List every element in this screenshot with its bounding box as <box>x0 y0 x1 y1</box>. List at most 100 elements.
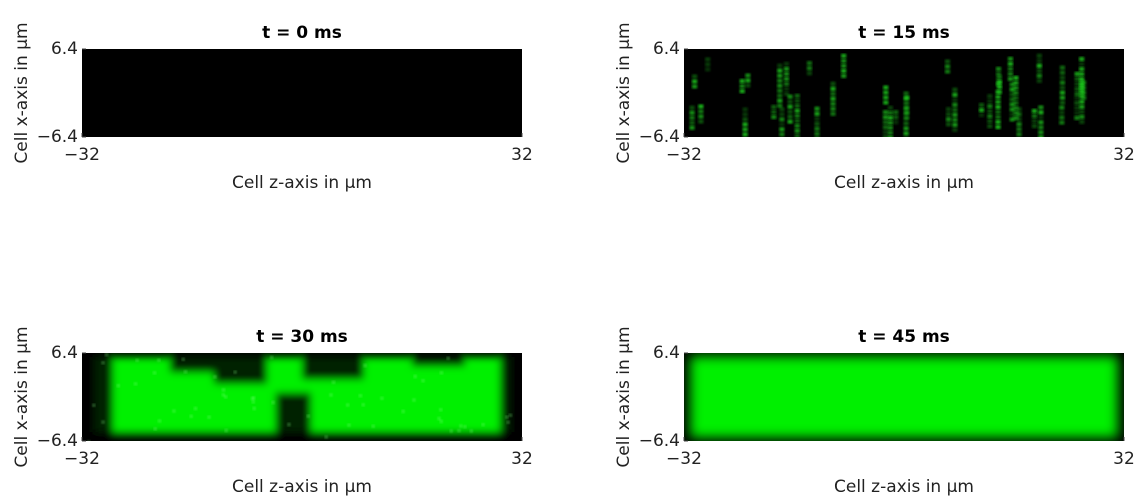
texture <box>457 429 461 433</box>
texture <box>1007 71 1013 76</box>
x-tick-label: 32 <box>511 449 533 469</box>
texture <box>287 423 291 427</box>
texture <box>1074 105 1080 110</box>
texture <box>830 111 836 116</box>
texture <box>1031 119 1037 124</box>
texture <box>783 71 789 76</box>
texture <box>806 71 812 76</box>
texture <box>101 361 105 365</box>
texture <box>1079 119 1085 124</box>
texture <box>882 125 888 130</box>
texture <box>794 123 800 128</box>
y-axis-label: Cell x-axis in μm <box>12 22 32 163</box>
texture <box>1074 86 1080 91</box>
texture <box>1016 107 1022 112</box>
texture <box>437 417 441 421</box>
texture <box>412 353 465 367</box>
texture <box>224 429 228 433</box>
x-tick-label: 32 <box>1113 145 1135 165</box>
y-tick-label: −6.4 <box>37 431 78 451</box>
texture <box>413 374 417 378</box>
texture <box>995 119 1001 124</box>
texture <box>794 113 800 118</box>
texture <box>1009 82 1015 87</box>
texture <box>221 393 225 397</box>
texture <box>783 76 789 81</box>
texture <box>952 97 958 102</box>
texture <box>1009 102 1015 107</box>
texture <box>987 124 993 129</box>
texture <box>1013 80 1019 85</box>
texture <box>882 110 888 115</box>
texture <box>1079 99 1085 104</box>
texture <box>742 112 748 117</box>
texture <box>689 115 695 120</box>
texture <box>945 69 951 74</box>
texture <box>952 107 958 112</box>
texture <box>1009 97 1015 102</box>
texture <box>794 118 800 123</box>
texture <box>1059 110 1065 115</box>
texture <box>987 119 993 124</box>
panel: t = 45 ms −32 32 −6.4 6.4 Cell z-axis in μm Ce… <box>614 326 1135 497</box>
texture <box>1074 81 1080 86</box>
texture <box>1079 57 1085 62</box>
texture <box>742 122 748 127</box>
x-tick-label: 32 <box>511 145 533 165</box>
texture <box>481 423 485 427</box>
texture <box>302 353 364 380</box>
texture <box>1079 87 1085 92</box>
texture <box>1059 75 1065 80</box>
texture <box>157 358 161 362</box>
texture <box>882 135 888 137</box>
texture <box>87 440 91 441</box>
texture <box>1013 90 1019 95</box>
texture <box>698 109 704 114</box>
y-tick-label: −6.4 <box>37 127 78 147</box>
texture <box>689 110 695 115</box>
texture <box>1074 76 1080 81</box>
x-tick-label: −32 <box>666 449 702 469</box>
texture <box>1079 89 1085 94</box>
texture <box>887 115 893 120</box>
texture <box>779 112 785 117</box>
texture <box>1074 71 1080 76</box>
texture <box>329 393 333 397</box>
texture <box>883 95 889 100</box>
texture <box>945 64 951 69</box>
texture <box>996 81 1002 86</box>
texture <box>698 104 704 109</box>
x-tick-label: 32 <box>1113 449 1135 469</box>
texture <box>692 79 698 84</box>
texture <box>1079 72 1085 77</box>
texture <box>806 61 812 66</box>
texture <box>882 115 888 120</box>
texture <box>952 87 958 92</box>
texture <box>346 403 350 407</box>
texture <box>814 116 820 121</box>
texture <box>371 424 375 428</box>
texture <box>224 395 228 399</box>
texture <box>689 125 695 130</box>
texture <box>777 83 783 88</box>
texture <box>783 81 789 86</box>
texture <box>1038 115 1044 120</box>
texture <box>1016 132 1022 137</box>
texture <box>213 375 217 379</box>
texture <box>1031 124 1037 129</box>
texture <box>1013 110 1019 115</box>
x-tick-label: −32 <box>666 145 702 165</box>
texture <box>794 93 800 98</box>
texture <box>995 99 1001 104</box>
texture <box>830 106 836 111</box>
texture <box>745 73 751 78</box>
texture <box>1079 67 1085 72</box>
texture <box>194 407 198 411</box>
texture <box>783 66 789 71</box>
texture <box>690 356 1118 438</box>
texture <box>1079 84 1085 89</box>
texture <box>787 109 793 114</box>
texture <box>1074 95 1080 100</box>
y-axis-label: Cell x-axis in μm <box>614 326 634 467</box>
texture <box>1007 61 1013 66</box>
